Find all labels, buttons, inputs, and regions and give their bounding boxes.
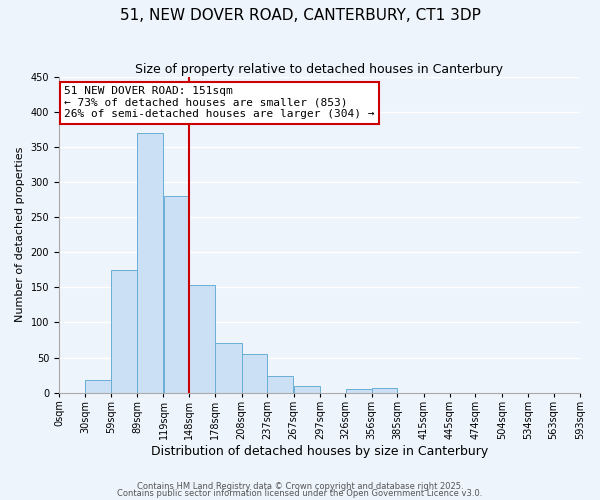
Bar — [137, 133, 163, 392]
Bar — [242, 354, 267, 393]
Bar — [189, 285, 215, 393]
X-axis label: Distribution of detached houses by size in Canterbury: Distribution of detached houses by size … — [151, 444, 488, 458]
Title: Size of property relative to detached houses in Canterbury: Size of property relative to detached ho… — [136, 62, 503, 76]
Bar — [293, 386, 320, 392]
Y-axis label: Number of detached properties: Number of detached properties — [15, 147, 25, 322]
Bar — [164, 196, 189, 392]
Bar — [215, 343, 242, 392]
Bar — [267, 376, 293, 392]
Bar — [372, 388, 397, 392]
Text: 51, NEW DOVER ROAD, CANTERBURY, CT1 3DP: 51, NEW DOVER ROAD, CANTERBURY, CT1 3DP — [119, 8, 481, 22]
Text: 51 NEW DOVER ROAD: 151sqm
← 73% of detached houses are smaller (853)
26% of semi: 51 NEW DOVER ROAD: 151sqm ← 73% of detac… — [64, 86, 374, 120]
Bar — [346, 389, 371, 392]
Bar — [111, 270, 137, 392]
Bar — [85, 380, 110, 392]
Text: Contains public sector information licensed under the Open Government Licence v3: Contains public sector information licen… — [118, 489, 482, 498]
Text: Contains HM Land Registry data © Crown copyright and database right 2025.: Contains HM Land Registry data © Crown c… — [137, 482, 463, 491]
